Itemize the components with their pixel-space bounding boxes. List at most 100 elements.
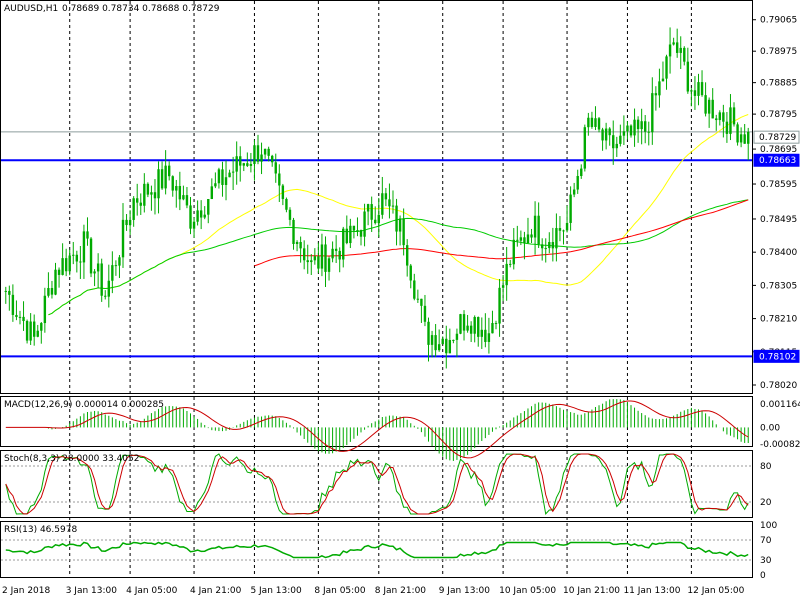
time-label: 10 Jan 21:00 xyxy=(563,586,620,596)
candle-body xyxy=(271,155,274,163)
candle-body xyxy=(331,248,334,259)
candle-body xyxy=(153,192,157,199)
candle-body xyxy=(587,117,590,128)
candle-body xyxy=(441,338,444,345)
candle-body xyxy=(242,163,245,166)
price-axis: 0.79065 0.78975 0.78885 0.78795 0.78695 0.785… xyxy=(752,16,800,581)
ohlc-readout: 0.78689 0.78734 0.78688 0.78729 xyxy=(62,4,220,14)
price-tick-label: 0.78595 xyxy=(760,180,797,190)
candle-body xyxy=(377,214,380,224)
candle-body xyxy=(612,135,615,149)
candle-body xyxy=(629,125,633,136)
candle-body xyxy=(402,218,405,246)
candle-body xyxy=(636,119,640,130)
candle-body xyxy=(11,294,15,315)
candle-body xyxy=(747,131,750,144)
candle-body xyxy=(8,290,11,295)
candle-body xyxy=(221,169,224,185)
candle-body xyxy=(654,93,658,96)
rsi-axis-label: 30 xyxy=(760,556,772,566)
candle-body xyxy=(239,156,242,166)
candle-body xyxy=(72,254,75,256)
candle-body xyxy=(320,244,324,269)
candle-body xyxy=(263,148,267,155)
candle-body xyxy=(157,169,160,199)
symbol-label: AUDUSD,H1 xyxy=(4,4,58,14)
candle-body xyxy=(388,199,391,207)
candle-body xyxy=(207,199,210,215)
candle-body xyxy=(253,145,256,164)
candle-body xyxy=(210,186,214,200)
candle-body xyxy=(572,189,576,195)
candle-body xyxy=(722,112,725,122)
candle-body xyxy=(480,329,483,337)
candle-body xyxy=(384,193,388,200)
price-panel xyxy=(0,0,753,394)
candle-body xyxy=(672,42,675,45)
candle-body xyxy=(228,172,231,178)
candle-body xyxy=(334,248,338,251)
candle-body xyxy=(555,228,558,249)
candle-body xyxy=(285,198,288,210)
candle-body xyxy=(18,316,22,318)
candle-body xyxy=(189,205,192,229)
candle-body xyxy=(466,325,469,331)
candle-body xyxy=(295,241,299,244)
candle-body xyxy=(231,171,235,173)
candle-body xyxy=(715,118,718,121)
candle-body xyxy=(622,131,626,136)
rsi-line xyxy=(5,541,749,559)
candle-body xyxy=(604,128,608,141)
macd-signal-line xyxy=(5,400,749,459)
rsi-axis-label: 100 xyxy=(760,521,777,531)
candle-body xyxy=(473,317,476,334)
candle-body xyxy=(459,314,462,334)
candle-body xyxy=(47,288,50,296)
candle-body xyxy=(64,258,68,272)
candle-body xyxy=(633,119,636,136)
price-tick-label: 0.78305 xyxy=(760,281,797,291)
support-price-label: 0.78102 xyxy=(759,352,796,362)
candle-body xyxy=(100,263,103,296)
candle-body xyxy=(338,250,341,260)
candle-body xyxy=(29,321,32,341)
candle-body xyxy=(434,335,437,351)
candle-body xyxy=(423,305,427,322)
candle-body xyxy=(125,219,128,226)
stoch-axis-label: 80 xyxy=(760,462,772,472)
candle-body xyxy=(661,78,665,82)
candle-body xyxy=(576,175,579,190)
candle-body xyxy=(526,234,530,244)
price-tick-label: 0.78695 xyxy=(760,145,797,155)
time-label: 4 Jan 21:00 xyxy=(190,586,242,596)
candle-body xyxy=(416,298,420,300)
candle-body xyxy=(569,194,572,223)
candle-body xyxy=(477,317,480,337)
candle-body xyxy=(391,205,395,207)
candle-body xyxy=(50,288,54,295)
ma-line xyxy=(254,199,749,267)
price-tick-label: 0.79065 xyxy=(760,16,797,26)
candle-body xyxy=(739,134,743,143)
candle-body xyxy=(647,131,650,133)
candle-body xyxy=(224,177,228,185)
candle-body xyxy=(597,118,601,130)
time-label: 2 Jan 2018 xyxy=(2,586,50,596)
candle-body xyxy=(437,344,441,351)
price-tick-label: 0.78020 xyxy=(760,381,797,391)
price-tick-label: 0.78495 xyxy=(760,215,797,225)
candle-body xyxy=(530,234,533,238)
candle-body xyxy=(15,314,18,318)
candle-body xyxy=(374,219,377,224)
candle-body xyxy=(86,231,89,239)
candle-body xyxy=(601,129,604,141)
candle-body xyxy=(93,271,96,274)
candle-body xyxy=(342,228,345,260)
candle-body xyxy=(214,183,217,187)
candle-body xyxy=(448,340,452,354)
support-price-tag xyxy=(753,349,800,363)
candle-body xyxy=(118,257,121,266)
candle-body xyxy=(246,163,249,166)
candle-body xyxy=(704,95,707,114)
candle-body xyxy=(171,176,174,191)
